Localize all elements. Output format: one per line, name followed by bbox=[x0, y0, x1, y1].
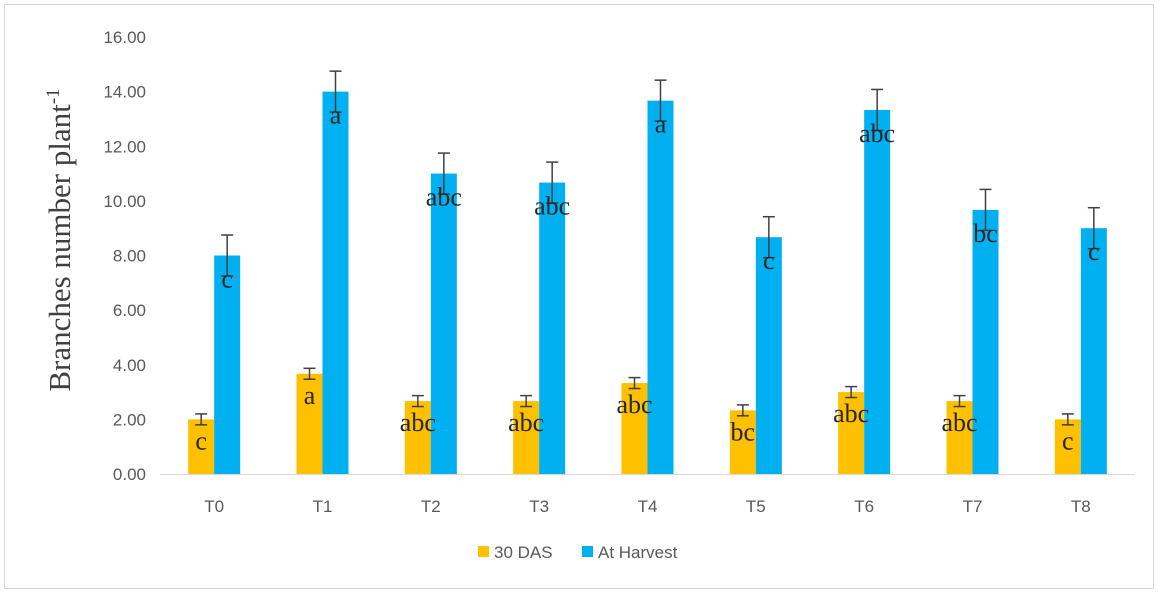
bar-das30 bbox=[838, 392, 865, 474]
y-axis-title-superscript: -1 bbox=[43, 88, 64, 104]
significance-label: bc bbox=[731, 417, 756, 446]
significance-label: a bbox=[330, 101, 342, 130]
significance-label: abc bbox=[426, 183, 462, 212]
y-tick-label: 12.00 bbox=[103, 137, 146, 156]
x-tick-label: T1 bbox=[313, 497, 333, 516]
bar-harvest bbox=[430, 173, 457, 474]
y-tick-label: 2.00 bbox=[113, 410, 146, 429]
significance-label: abc bbox=[508, 408, 544, 437]
y-tick-label: 8.00 bbox=[113, 247, 146, 266]
bar-harvest bbox=[214, 255, 241, 474]
legend-swatch bbox=[582, 546, 593, 557]
bar-das30 bbox=[513, 401, 540, 474]
significance-label: abc bbox=[400, 408, 436, 437]
significance-label: abc bbox=[534, 192, 570, 221]
bar-harvest bbox=[972, 209, 999, 474]
bar-das30 bbox=[296, 373, 323, 474]
x-tick-label: T4 bbox=[638, 497, 658, 516]
y-axis-title: Branches number plant-1 bbox=[42, 88, 77, 391]
legend-label: 30 DAS bbox=[494, 543, 553, 562]
bar-harvest bbox=[1080, 228, 1107, 474]
significance-label: c bbox=[221, 265, 233, 294]
bar-das30 bbox=[729, 410, 756, 474]
bars bbox=[188, 91, 1107, 474]
y-tick-label: 16.00 bbox=[103, 28, 146, 47]
significance-label: a bbox=[304, 381, 316, 410]
bar-das30 bbox=[188, 419, 215, 474]
legend: 30 DAS At Harvest bbox=[478, 543, 678, 562]
bar-das30 bbox=[1054, 419, 1081, 474]
significance-label: bc bbox=[973, 219, 998, 248]
x-tick-label: T0 bbox=[204, 497, 224, 516]
y-tick-label: 4.00 bbox=[113, 356, 146, 375]
significance-label: abc bbox=[616, 390, 652, 419]
y-tick-label: 6.00 bbox=[113, 301, 146, 320]
error-bars bbox=[195, 70, 1100, 426]
legend-label: At Harvest bbox=[598, 543, 678, 562]
significance-label: c bbox=[1062, 426, 1074, 455]
y-tick-label: 0.00 bbox=[113, 465, 146, 484]
significance-label: a bbox=[655, 110, 667, 139]
x-tick-label: T7 bbox=[963, 497, 983, 516]
y-axis-title-text: Branches number plant bbox=[42, 104, 77, 392]
significance-label: abc bbox=[941, 408, 977, 437]
x-tick-label: T8 bbox=[1071, 497, 1091, 516]
significance-label: c bbox=[763, 246, 775, 275]
bar-das30 bbox=[946, 401, 973, 474]
legend-swatch bbox=[478, 546, 489, 557]
x-tick-label: T6 bbox=[854, 497, 874, 516]
significance-label: abc bbox=[859, 119, 895, 148]
bar-harvest bbox=[755, 237, 782, 474]
x-tick-label: T2 bbox=[421, 497, 441, 516]
significance-labels: c a abc abc abc bc abc abc c c a abc abc a c abc bc c bbox=[195, 101, 1099, 456]
bar-harvest bbox=[647, 100, 674, 474]
bar-harvest bbox=[322, 91, 349, 474]
y-axis-ticks: 0.00 2.00 4.00 6.00 8.00 10.00 12.00 14.00 16.00 bbox=[103, 28, 146, 484]
significance-label: c bbox=[1088, 237, 1100, 266]
y-tick-label: 14.00 bbox=[103, 83, 146, 102]
bar-das30 bbox=[404, 401, 431, 474]
x-tick-label: T3 bbox=[529, 497, 549, 516]
significance-label: abc bbox=[833, 399, 869, 428]
y-tick-label: 10.00 bbox=[103, 192, 146, 211]
bar-harvest bbox=[864, 109, 891, 474]
chart-frame bbox=[4, 4, 1154, 589]
significance-label: c bbox=[195, 426, 207, 455]
bar-harvest bbox=[539, 182, 566, 474]
x-tick-label: T5 bbox=[746, 497, 766, 516]
x-axis-ticks: T0 T1 T2 T3 T4 T5 T6 T7 T8 bbox=[204, 497, 1091, 516]
bar-das30 bbox=[621, 383, 648, 474]
